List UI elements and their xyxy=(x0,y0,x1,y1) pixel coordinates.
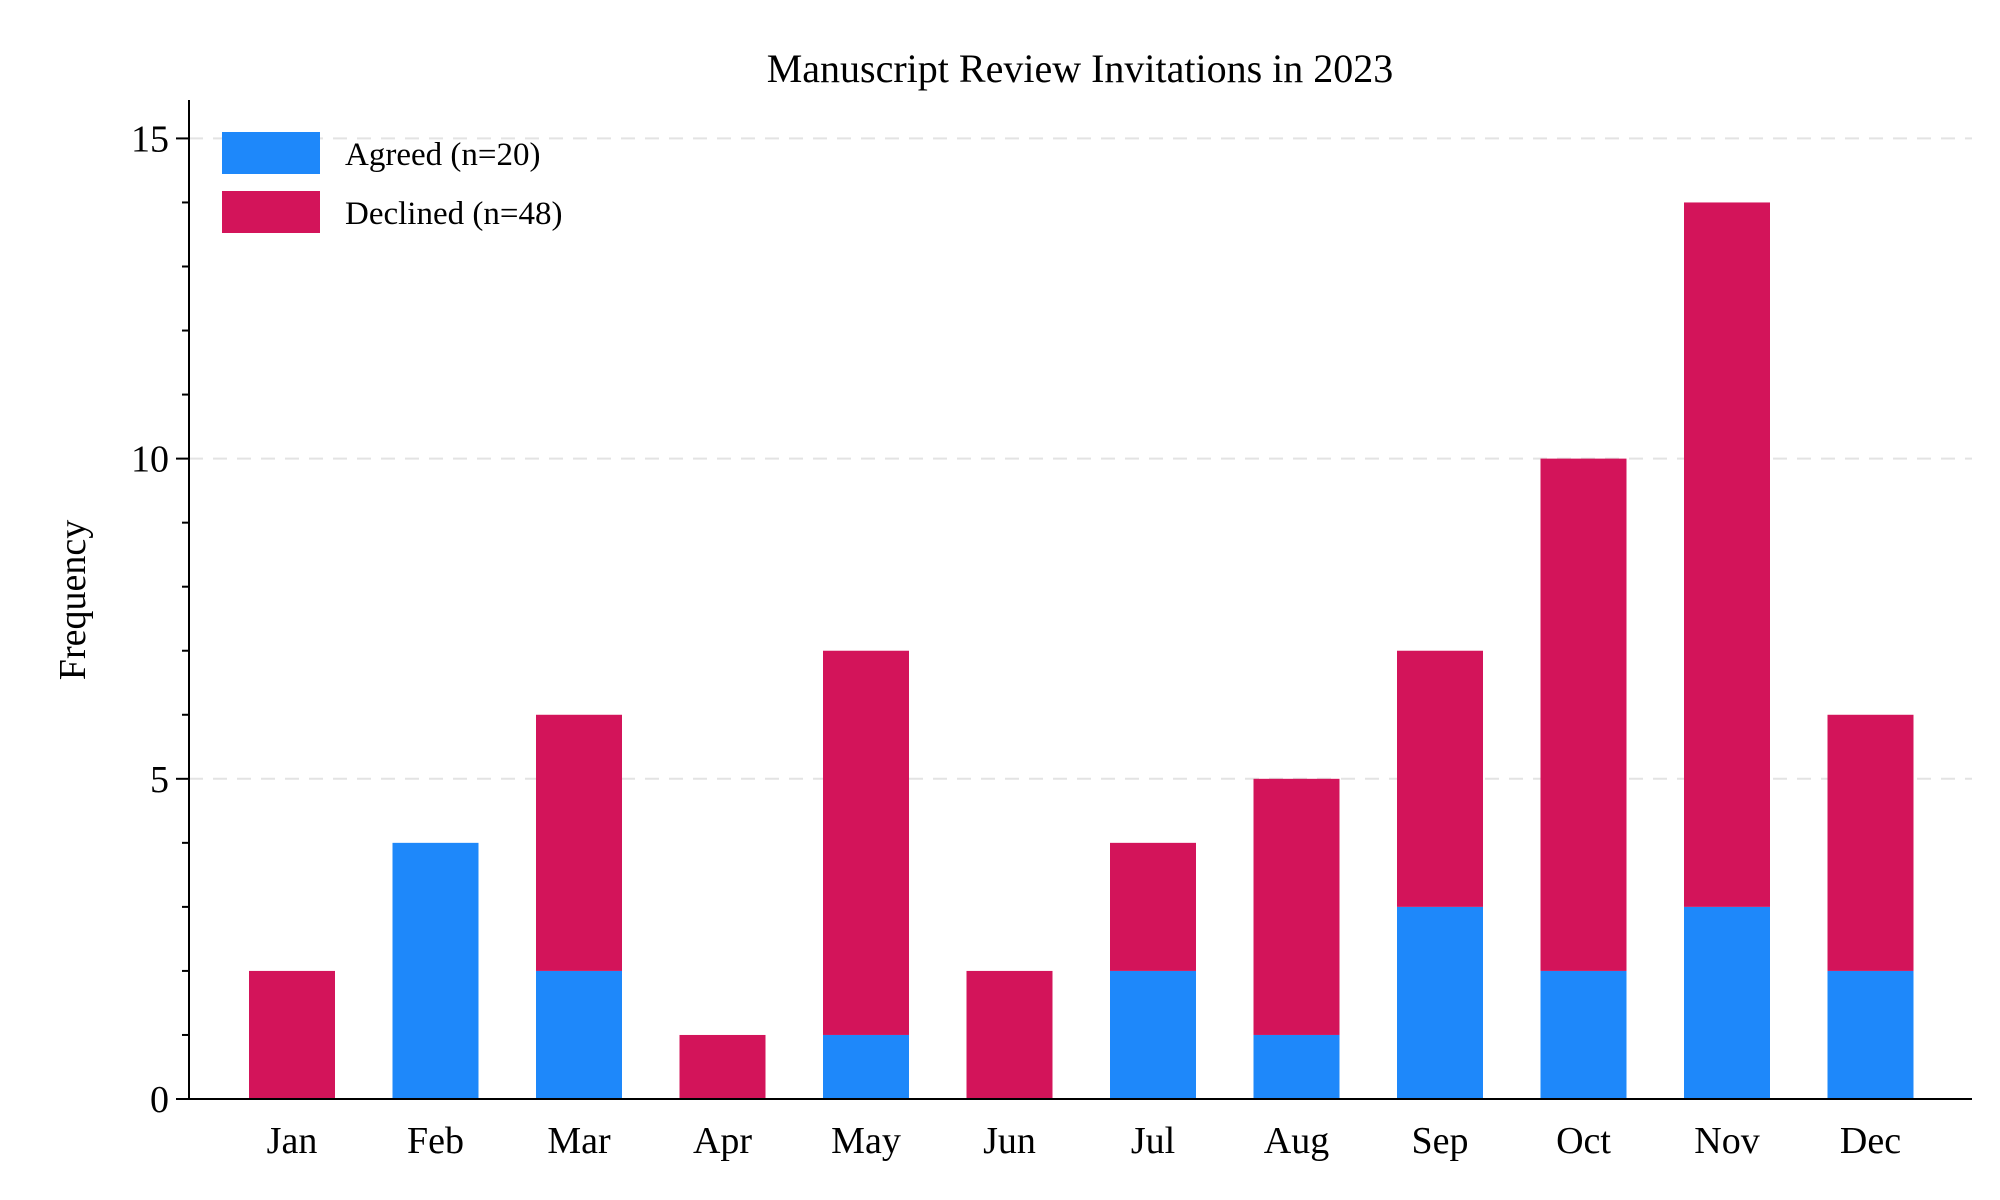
y-tick-label: 5 xyxy=(150,759,169,801)
bar-jul-declined xyxy=(1110,842,1196,971)
bar-mar-declined xyxy=(536,714,622,971)
bar-may-agreed xyxy=(823,1034,909,1099)
bar-oct-agreed xyxy=(1540,970,1627,1099)
bar-feb-agreed xyxy=(392,842,479,1099)
bar-sep-agreed xyxy=(1397,906,1483,1099)
bar-nov-declined xyxy=(1684,202,1770,907)
bar-aug-declined xyxy=(1253,778,1340,1035)
legend-swatch xyxy=(222,132,320,174)
legend-swatch xyxy=(222,191,320,233)
x-tick-label: Jan xyxy=(267,1120,318,1162)
legend: Agreed (n=20) Declined (n=48) xyxy=(222,132,562,233)
bar-aug-agreed xyxy=(1253,1034,1340,1099)
x-tick-label: Dec xyxy=(1840,1120,1901,1162)
x-tick-label: Jun xyxy=(983,1120,1036,1162)
legend-label: Agreed (n=20) xyxy=(345,137,540,173)
x-tick-label: Apr xyxy=(693,1120,752,1162)
bar-oct-declined xyxy=(1540,458,1627,971)
y-ticks: 0 5 10 15 xyxy=(131,118,189,1121)
bar-nov-agreed xyxy=(1684,906,1770,1099)
x-tick-label: Nov xyxy=(1694,1120,1759,1162)
x-tick-label: Jul xyxy=(1131,1120,1175,1162)
bar-may-declined xyxy=(823,650,909,1035)
y-tick-label: 0 xyxy=(150,1079,169,1121)
y-axis-label: Frequency xyxy=(52,520,94,680)
legend-label: Declined (n=48) xyxy=(345,196,562,232)
y-tick-label: 15 xyxy=(131,118,169,160)
x-ticks: Jan Feb Mar Apr May Jun Jul Aug Sep Oct Nov Dec xyxy=(267,1120,1901,1162)
x-tick-label: Aug xyxy=(1264,1120,1329,1162)
x-tick-label: Oct xyxy=(1556,1120,1611,1162)
bar-dec-declined xyxy=(1827,714,1914,971)
chart-title: Manuscript Review Invitations in 2023 xyxy=(767,46,1394,91)
gridlines xyxy=(189,137,1972,780)
bar-jan-declined xyxy=(249,970,335,1099)
bar-sep-declined xyxy=(1397,650,1483,907)
bar-apr-declined xyxy=(679,1034,766,1099)
bar-jul-agreed xyxy=(1110,970,1196,1099)
bars xyxy=(249,202,1914,1099)
x-tick-label: Mar xyxy=(547,1120,611,1162)
y-tick-label: 10 xyxy=(131,439,169,481)
bar-mar-agreed xyxy=(536,970,622,1099)
x-tick-label: Sep xyxy=(1412,1120,1469,1162)
bar-jun-declined xyxy=(966,970,1053,1099)
x-tick-label: Feb xyxy=(407,1120,464,1162)
bar-dec-agreed xyxy=(1827,970,1914,1099)
x-tick-label: May xyxy=(831,1120,901,1162)
